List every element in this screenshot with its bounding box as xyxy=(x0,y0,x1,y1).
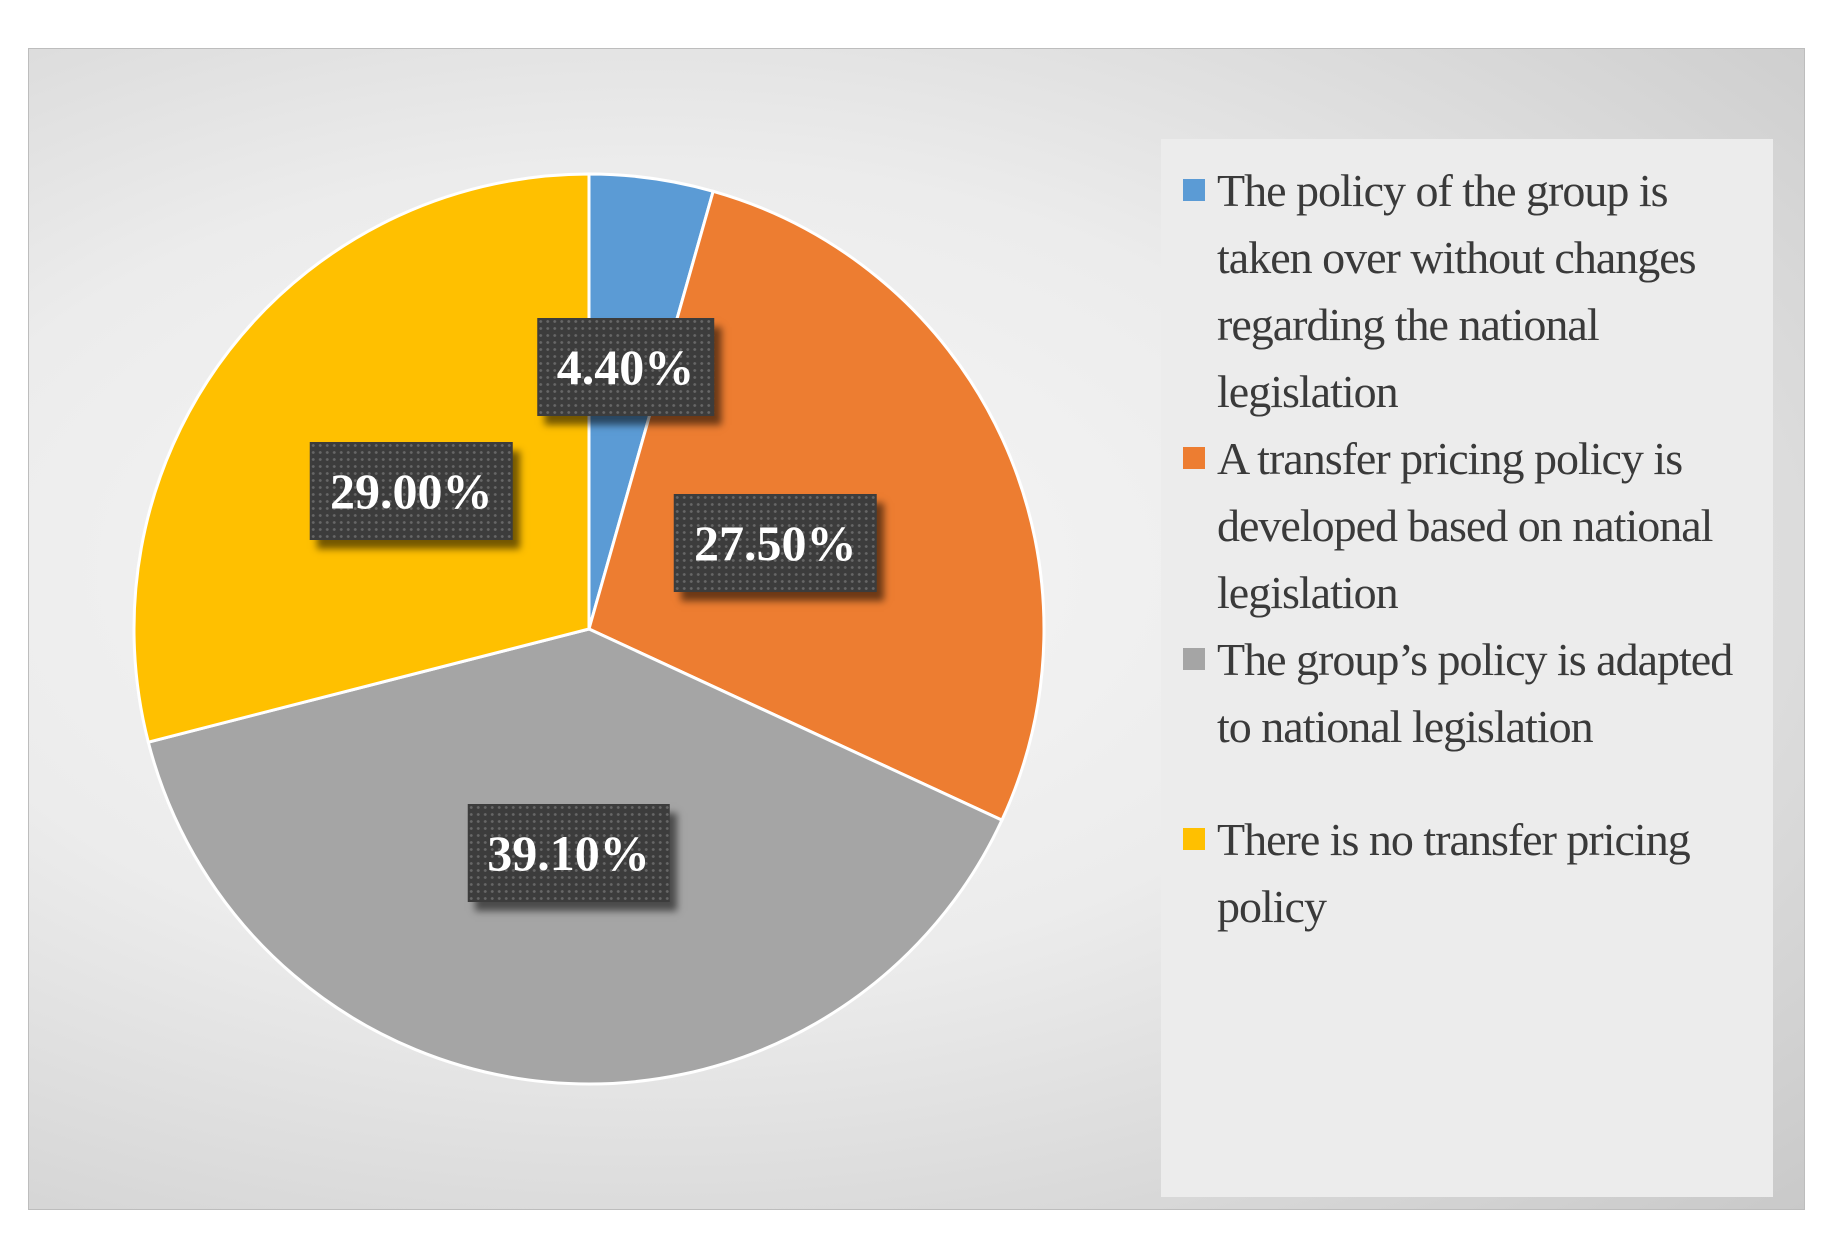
data-label-4: 29.00% xyxy=(309,442,513,541)
pie-slices xyxy=(132,172,1046,1086)
legend-item-3: The group’s policy is adapted to nationa… xyxy=(1183,626,1753,760)
legend-swatch-2 xyxy=(1183,447,1205,469)
legend-item-1: The policy of the group is taken over wi… xyxy=(1183,157,1753,425)
legend-swatch-4 xyxy=(1183,828,1205,850)
chart-frame: 4.40% 27.50% 39.10% 29.00% The policy of th… xyxy=(28,48,1805,1210)
legend-item-4: There is no transfer pricing policy xyxy=(1183,806,1753,940)
data-label-3: 39.10% xyxy=(467,804,670,903)
legend-label-3: The group’s policy is adapted to nationa… xyxy=(1217,634,1733,752)
pie-chart xyxy=(132,172,1046,1086)
legend: The policy of the group is taken over wi… xyxy=(1161,139,1773,1197)
legend-label-1: The policy of the group is taken over wi… xyxy=(1217,165,1697,417)
legend-item-2: A transfer pricing policy is developed b… xyxy=(1183,425,1753,626)
data-label-1: 4.40% xyxy=(536,317,715,416)
legend-label-2: A transfer pricing policy is developed b… xyxy=(1217,433,1713,618)
legend-swatch-3 xyxy=(1183,648,1205,670)
legend-label-4: There is no transfer pricing policy xyxy=(1217,814,1691,932)
legend-swatch-1 xyxy=(1183,179,1205,201)
data-label-2: 27.50% xyxy=(674,494,877,593)
